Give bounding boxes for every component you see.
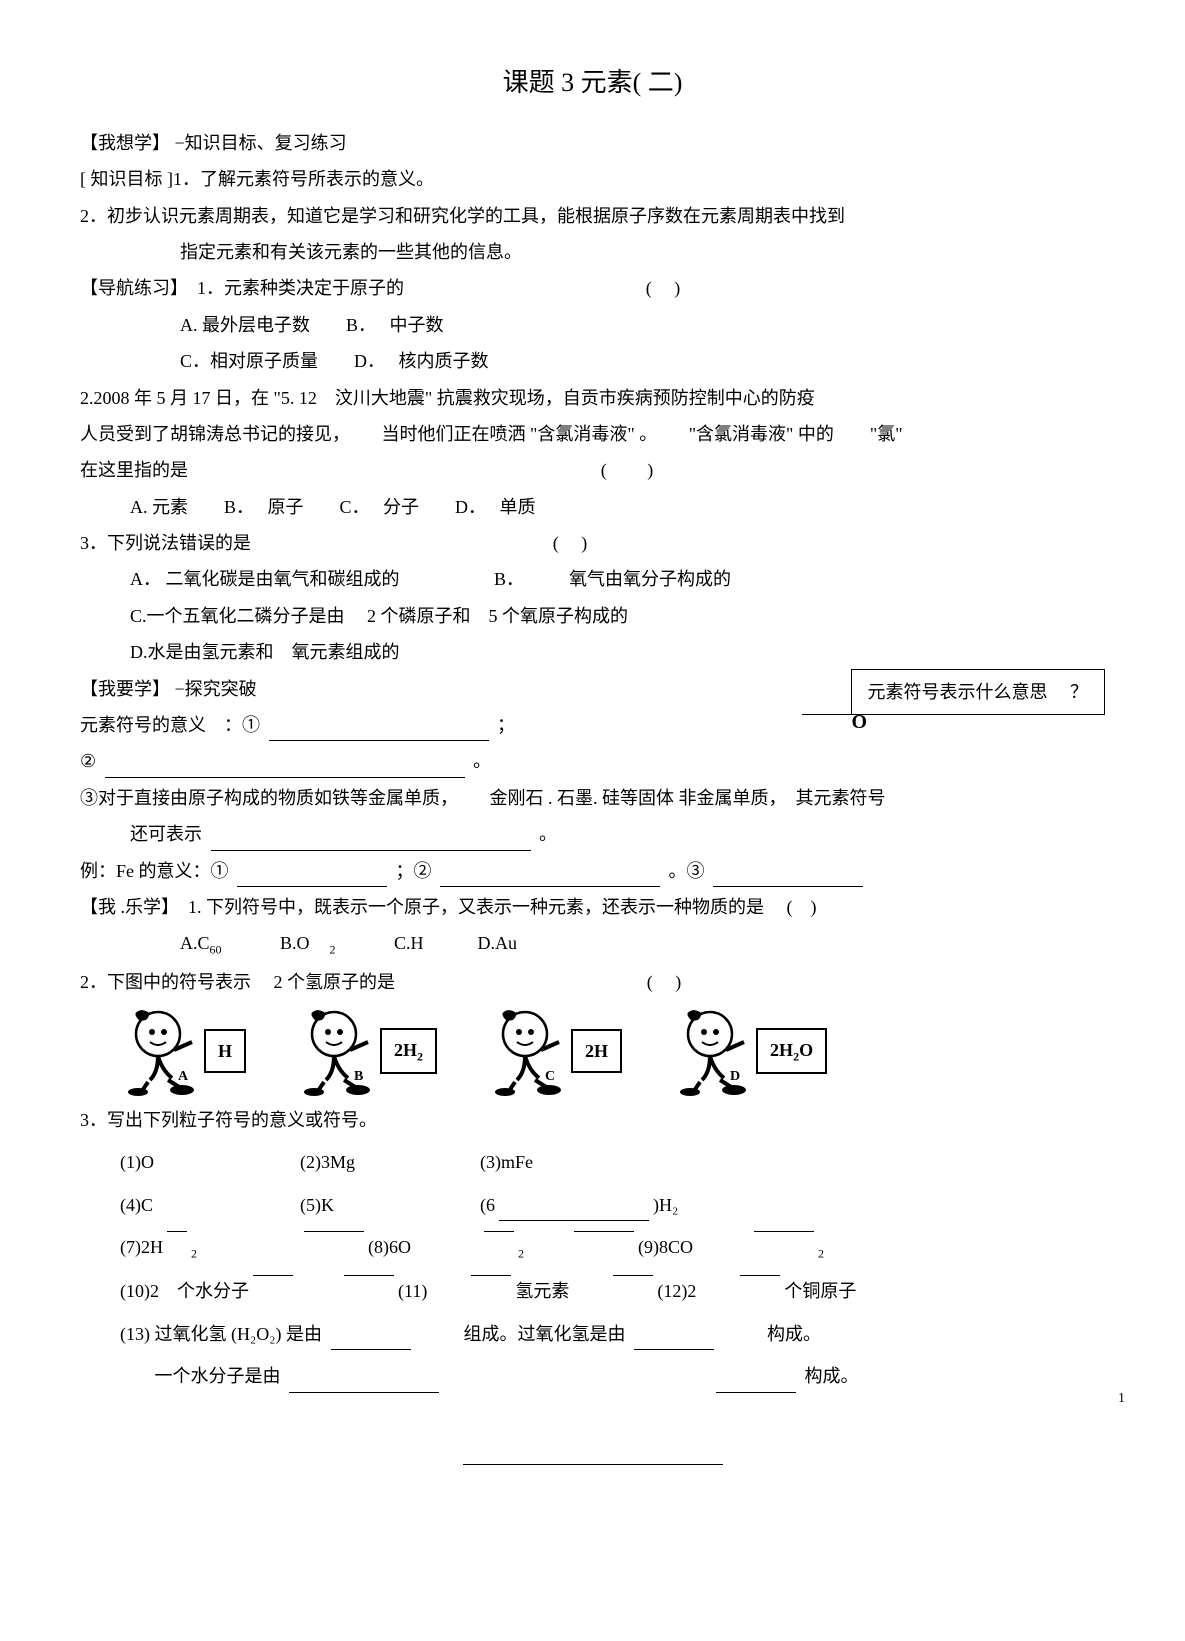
cartoon-icon <box>296 1006 386 1096</box>
ans-row-6: 一个水分子是由 构成。 <box>120 1360 1105 1392</box>
footer-blank <box>80 1433 1105 1465</box>
option-b: B 2H2 <box>296 1006 437 1096</box>
ans-row-1: (1)O (2)3Mg (3)mFe <box>120 1146 1105 1178</box>
option-c: C 2H <box>487 1006 622 1096</box>
goal-2: 2．初步认识元素周期表，知道它是学习和研究化学的工具，能根据原子序数在元素周期表… <box>80 200 1105 232</box>
option-d-box: 2H2O <box>756 1028 827 1074</box>
nav-q1-opts-cd: C．相对原子质量 D． 核内质子数 <box>80 345 1105 377</box>
cartoon-icon <box>487 1006 577 1096</box>
cartoon-icon <box>672 1006 762 1096</box>
explore-line3a: ③对于直接由原子构成的物质如铁等金属单质， 金刚石 . 石墨. 硅等固体 非金属… <box>80 782 1105 814</box>
goal-1: [ 知识目标 ]1．了解元素符号所表示的意义。 <box>80 163 1105 195</box>
option-c-box: 2H <box>571 1029 622 1073</box>
nav-q3-a: A． 二氧化碳是由氧气和碳组成的 B． 氧气由氧分子构成的 <box>80 563 1105 595</box>
option-d: D 2H2O <box>672 1006 827 1096</box>
nav-q2-opts: A. 元素 B． 原子 C． 分子 D． 单质 <box>80 491 1105 523</box>
fun-q1-opts: A.C60 B.O2 C.H D.Au <box>80 927 1105 961</box>
fun-q1: 【我 .乐学】 1. 下列符号中，既表示一个原子，又表示一种元素，还表示一种物质… <box>80 891 1105 923</box>
callout-box: 元素符号表示什么意思 ？ O <box>851 669 1106 715</box>
page-number: 1 <box>1118 1386 1125 1411</box>
option-a-box: H <box>204 1029 246 1073</box>
page-title: 课题 3 元素( 二) <box>80 60 1105 107</box>
ans-row-3: (7)2H2 (8)6O 2 (9)8CO 2 <box>120 1231 1105 1265</box>
nav-q2-2: 人员受到了胡锦涛总书记的接见， 当时他们正在喷洒 "含氯消毒液" 。 "含氯消毒… <box>80 418 1105 450</box>
nav-q3-d: D.水是由氢元素和 氧元素组成的 <box>80 636 1105 668</box>
option-b-box: 2H2 <box>380 1028 437 1074</box>
explore-line4: 例：Fe 的意义：① ；② 。③ <box>80 855 1105 887</box>
nav-q3-c: C.一个五氧化二磷分子是由 2 个磷原子和 5 个氧原子构成的 <box>80 600 1105 632</box>
fun-q2: 2．下图中的符号表示 2 个氢原子的是 ( ) <box>80 966 1105 998</box>
explore-line2: ② 。 <box>80 745 1105 777</box>
nav-q2-3: 在这里指的是 ( ) <box>80 454 1105 486</box>
answers-grid: (1)O (2)3Mg (3)mFe (4)C (5)K (6)H₂ (7)2H… <box>80 1146 1105 1392</box>
nav-q1: 【导航练习】 1．元素种类决定于原子的 ( ) <box>80 272 1105 304</box>
nav-q2-1: 2.2008 年 5 月 17 日，在 "5. 12 汶川大地震" 抗震救灾现场… <box>80 382 1105 414</box>
option-a: A H <box>120 1006 246 1096</box>
q3-intro: 3．写出下列粒子符号的意义或符号。 <box>80 1104 1105 1136</box>
cartoon-options: A H B 2H2 C 2H <box>120 1006 1105 1096</box>
explore-line3b: 还可表示 。 <box>80 818 1105 850</box>
ans-row-5: (13) 过氧化氢 (H₂O₂) 是由 组成。过氧化氢是由 构成。 <box>120 1318 1105 1350</box>
ans-row-4: (10)2 个水分子 (11) 氢元素 (12)2 个铜原子 <box>120 1275 1105 1307</box>
ans-row-2: (4)C (5)K (6)H₂ <box>120 1189 1105 1221</box>
explore-row: 【我要学】 −探究突破 元素符号的意义 ：① ； 元素符号表示什么意思 ？ O <box>80 673 1105 746</box>
section-header-1: 【我想学】 −知识目标、复习练习 <box>80 127 1105 159</box>
cartoon-icon <box>120 1006 210 1096</box>
nav-q3: 3．下列说法错误的是 ( ) <box>80 527 1105 559</box>
explore-line1: 元素符号的意义 ：① ； <box>80 709 791 741</box>
callout-o-label: O <box>852 704 868 740</box>
nav-q1-opts-ab: A. 最外层电子数 B． 中子数 <box>80 309 1105 341</box>
explore-header: 【我要学】 −探究突破 <box>80 673 791 705</box>
goal-2b: 指定元素和有关该元素的一些其他的信息。 <box>80 236 1105 268</box>
